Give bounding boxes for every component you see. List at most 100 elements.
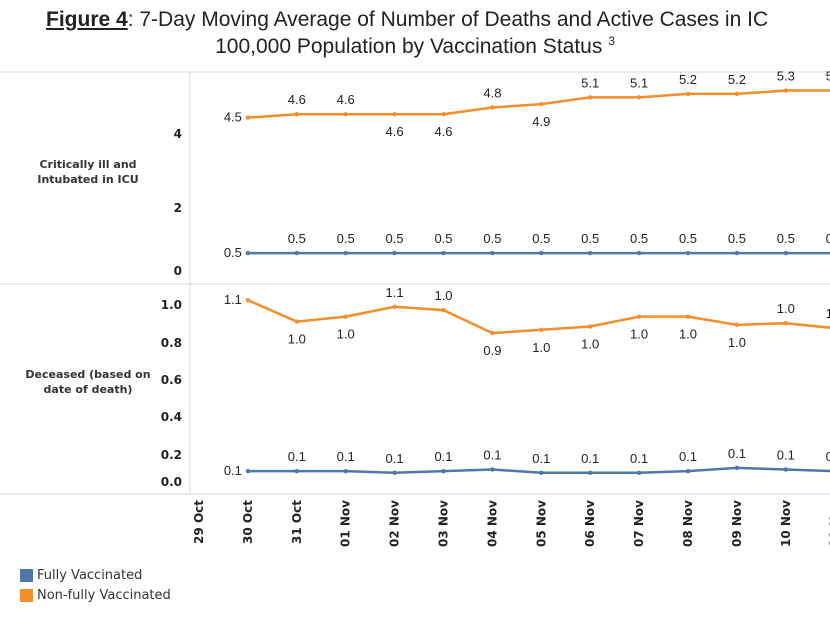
data-point: [490, 105, 495, 110]
data-point: [294, 250, 299, 256]
data-point: [734, 322, 740, 328]
data-label: 0.5: [777, 231, 795, 246]
chart-title-line-2: 100,000 Population by Vaccination Status…: [0, 34, 830, 59]
data-label: 5.1: [581, 75, 599, 90]
data-label: 0.1: [386, 451, 404, 466]
x-tick-label: 11 Nov: [828, 500, 830, 547]
data-point: [245, 115, 251, 120]
data-label: 0.1: [826, 449, 830, 464]
x-tick-label: 04 Nov: [485, 500, 499, 547]
data-point: [588, 324, 593, 329]
chart-svg: Critically ill and Intubated in ICU 4 2 0 4.5…: [0, 69, 830, 547]
panel-label: Deceased (based on: [25, 368, 150, 381]
y-tick-label: 0.0: [161, 475, 182, 489]
data-point: [636, 470, 642, 475]
data-point: [245, 298, 251, 303]
data-label: 0.5: [288, 231, 306, 246]
x-tick-label: 06 Nov: [583, 500, 597, 547]
data-label: 4.5: [224, 110, 242, 125]
data-point: [685, 314, 691, 319]
panel-label: date of death): [44, 383, 133, 396]
data-point: [588, 470, 593, 475]
data-point: [441, 112, 446, 117]
data-point: [539, 101, 544, 107]
data-point: [685, 468, 691, 474]
data-point: [441, 307, 446, 313]
data-point: [783, 88, 788, 93]
series-line: [247, 299, 830, 335]
data-label: 0.1: [434, 449, 452, 464]
data-label: 0.5: [581, 231, 599, 246]
data-point: [539, 250, 544, 256]
data-label: 0.9: [483, 343, 501, 358]
x-tick-label: 09 Nov: [730, 500, 744, 547]
data-point: [392, 470, 397, 475]
data-label: 1.0: [630, 327, 648, 342]
x-tick-label: 02 Nov: [388, 500, 402, 547]
data-label: 0.1: [679, 449, 697, 464]
data-label: 5.2: [728, 72, 746, 87]
data-label: 4.6: [434, 124, 452, 139]
data-point: [245, 468, 251, 474]
data-label: 0.5: [630, 231, 648, 246]
legend-label: Non-fully Vaccinated: [37, 587, 171, 603]
data-label: 4.8: [483, 85, 501, 100]
series-line: [247, 466, 830, 475]
title-superscript: 3: [608, 34, 615, 48]
data-point: [294, 468, 299, 474]
y-tick-label: 0: [174, 264, 182, 278]
data-label: 1.0: [532, 340, 550, 355]
y-tick-label: 4: [174, 127, 182, 141]
legend-swatch-orange: [20, 588, 33, 602]
data-label: 0.5: [434, 231, 452, 246]
data-point: [685, 91, 691, 97]
data-label: 0.1: [532, 451, 550, 466]
data-label: 4.6: [386, 124, 404, 139]
x-tick-label: 29 Oct: [192, 500, 206, 544]
y-tick-label: 0.6: [161, 373, 182, 387]
data-point: [588, 95, 593, 100]
data-point: [783, 321, 788, 326]
data-label: 1.1: [224, 292, 242, 307]
data-point: [392, 304, 397, 309]
data-point: [343, 468, 348, 474]
data-point: [636, 95, 642, 100]
data-label: 0.1: [224, 463, 242, 478]
data-point: [441, 250, 446, 256]
legend-swatch-blue: [20, 568, 33, 582]
data-label: 0.5: [728, 231, 746, 246]
x-tick-label: 30 Oct: [241, 500, 255, 544]
title-text: : 7-Day Moving Average of Number of Deat…: [127, 8, 769, 31]
data-label: 1.0: [777, 301, 795, 316]
data-label: 5.3: [777, 69, 795, 84]
data-point: [636, 250, 642, 256]
data-point: [294, 319, 299, 324]
data-label: 1.1: [386, 285, 404, 300]
data-point: [490, 330, 495, 336]
data-label: 4.6: [337, 92, 355, 107]
data-label: 0.5: [483, 231, 501, 246]
x-tick-label: 05 Nov: [534, 500, 548, 547]
data-point: [539, 327, 544, 332]
title-text-2: 100,000 Population by Vaccination Status: [215, 35, 603, 58]
data-point: [245, 250, 251, 256]
data-point: [343, 314, 348, 319]
data-label: 1.0: [337, 327, 355, 342]
y-tick-label: 0.2: [161, 448, 182, 462]
y-tick-label: 0.4: [161, 410, 182, 424]
y-tick-label: 1.0: [161, 298, 182, 312]
x-tick-label: 07 Nov: [632, 500, 646, 547]
data-point: [539, 470, 544, 475]
data-label: 5.3: [826, 69, 830, 84]
data-label: 0.1: [288, 449, 306, 464]
data-label: 0.5: [337, 231, 355, 246]
data-point: [734, 250, 740, 256]
data-label: 0.1: [728, 446, 746, 461]
data-point: [490, 467, 495, 472]
data-label: 0.5: [532, 231, 550, 246]
data-label: 1.0: [581, 337, 599, 352]
data-point: [783, 467, 788, 472]
data-label: 0.1: [483, 447, 501, 462]
data-label: 5.2: [679, 72, 697, 87]
x-tick-label: 03 Nov: [437, 500, 451, 547]
